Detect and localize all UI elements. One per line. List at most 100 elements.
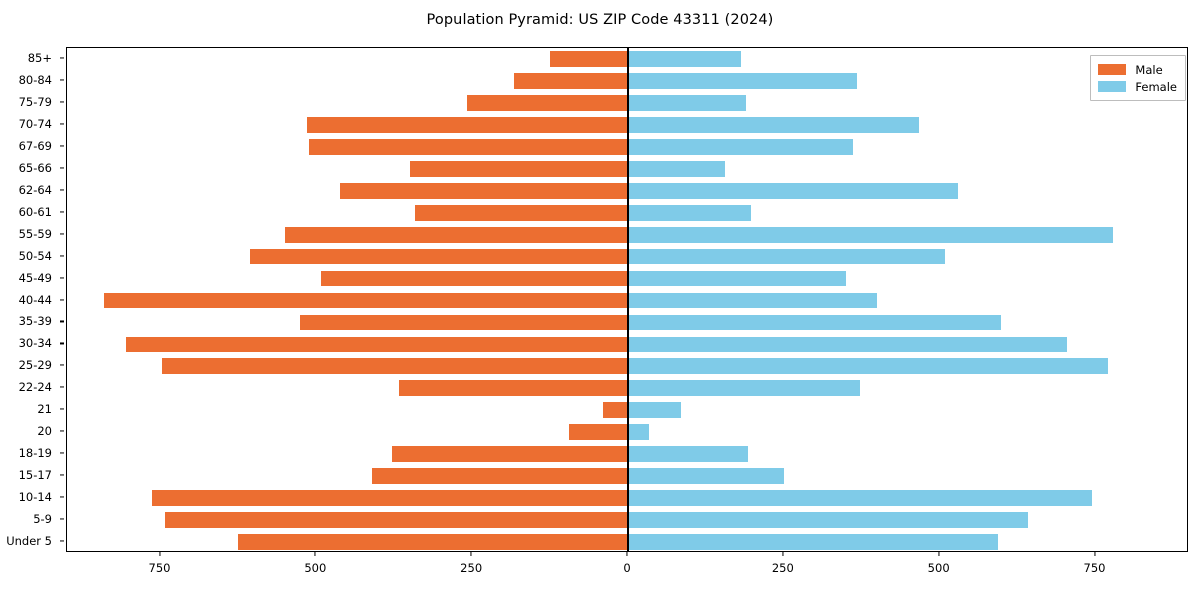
- bar-row: [67, 138, 1187, 155]
- bar-male: [162, 358, 628, 375]
- y-tick-mark: [60, 276, 64, 279]
- bar-row: [67, 336, 1187, 353]
- legend-entry-male[interactable]: Male: [1098, 61, 1177, 78]
- bar-female: [628, 534, 998, 550]
- y-tick-label: 62-64: [18, 182, 52, 197]
- bar-female: [628, 512, 1028, 528]
- bar-male: [568, 424, 628, 441]
- bar-row: [67, 248, 1187, 265]
- bar-female: [628, 182, 959, 199]
- y-tick-label: 35-39: [18, 314, 52, 329]
- y-tick-mark: [60, 167, 64, 169]
- bar-male: [340, 182, 628, 199]
- y-tick-label: 5-9: [33, 512, 52, 527]
- y-tick-label: 40-44: [18, 292, 52, 307]
- bar-male: [300, 314, 628, 331]
- bar-female: [628, 358, 1108, 375]
- bar-row: [67, 512, 1187, 528]
- bar-male: [308, 138, 628, 155]
- y-tick-mark: [60, 189, 64, 191]
- bar-male: [467, 94, 628, 111]
- bar-female: [628, 314, 1002, 331]
- y-tick-mark: [60, 364, 64, 366]
- bar-row: [67, 358, 1187, 375]
- x-tick-label: 750: [148, 561, 171, 575]
- bar-female: [628, 424, 649, 441]
- bar-female: [628, 160, 725, 177]
- bar-male: [414, 204, 628, 221]
- y-tick-label: 67-69: [18, 138, 52, 153]
- bar-male: [306, 116, 628, 133]
- bar-row: [67, 314, 1187, 331]
- bar-row: [67, 270, 1187, 287]
- bar-female: [628, 490, 1093, 506]
- bar-male: [371, 468, 628, 485]
- y-tick-label: 60-61: [18, 204, 52, 219]
- x-tick-mark: [782, 552, 784, 556]
- y-tick-mark: [60, 123, 64, 125]
- y-tick-mark: [60, 145, 64, 147]
- bar-female: [628, 270, 846, 287]
- y-tick-mark: [60, 474, 64, 476]
- bar-row: [67, 226, 1187, 243]
- y-tick-label: 30-34: [18, 336, 52, 351]
- chart-legend: Male Female: [1090, 55, 1186, 101]
- bar-row: [67, 51, 1187, 67]
- x-tick-mark: [938, 552, 940, 556]
- y-tick-label: 65-66: [18, 160, 52, 175]
- bar-female: [628, 51, 741, 67]
- x-tick-label: 500: [304, 561, 327, 575]
- bar-male: [284, 226, 628, 243]
- bar-row: [67, 160, 1187, 177]
- x-tick-mark: [158, 552, 161, 556]
- bar-female: [628, 402, 681, 419]
- center-axis-line: [627, 48, 629, 551]
- bar-row: [67, 468, 1187, 485]
- y-tick-label: 50-54: [18, 248, 52, 263]
- y-tick-label: 75-79: [18, 94, 52, 109]
- bar-row: [67, 490, 1187, 506]
- y-tick-label: 45-49: [18, 270, 52, 285]
- chart-title: Population Pyramid: US ZIP Code 43311 (2…: [426, 12, 774, 28]
- y-tick-mark: [60, 452, 64, 454]
- legend-entry-female[interactable]: Female: [1098, 78, 1177, 95]
- x-tick-label: 500: [927, 561, 950, 575]
- x-tick-label: 0: [623, 561, 631, 575]
- y-tick-label: 25-29: [18, 358, 52, 373]
- bar-female: [628, 226, 1113, 243]
- bar-male: [151, 490, 628, 506]
- plot-area: [66, 47, 1188, 552]
- y-tick-label: 22-24: [18, 380, 52, 395]
- bar-female: [628, 446, 749, 463]
- y-tick-label: 15-17: [18, 468, 52, 483]
- x-tick-label: 250: [771, 561, 794, 575]
- bar-male: [104, 292, 628, 309]
- y-tick-mark: [60, 233, 64, 235]
- x-tick-mark: [626, 552, 628, 556]
- bar-row: [67, 116, 1187, 133]
- y-tick-mark: [60, 518, 64, 520]
- bar-row: [67, 292, 1187, 309]
- bar-male: [398, 380, 628, 397]
- legend-label-female: Female: [1135, 79, 1177, 94]
- y-tick-label: 18-19: [18, 446, 52, 461]
- bar-row: [67, 204, 1187, 221]
- bar-male: [513, 73, 628, 89]
- y-tick-mark: [60, 101, 64, 103]
- bar-female: [628, 73, 858, 89]
- y-tick-mark: [60, 320, 64, 322]
- y-tick-label: 20: [37, 424, 52, 439]
- legend-swatch-male-icon: [1098, 64, 1127, 75]
- bar-female: [628, 292, 878, 309]
- bar-row: [67, 402, 1187, 419]
- y-tick-mark: [60, 496, 64, 498]
- y-tick-mark: [60, 255, 64, 257]
- x-tick-label: 750: [1083, 561, 1106, 575]
- bar-female: [628, 94, 746, 111]
- y-tick-label: Under 5: [6, 534, 52, 549]
- legend-swatch-female-icon: [1098, 81, 1127, 92]
- y-tick-mark: [60, 298, 64, 301]
- bar-male: [238, 534, 628, 550]
- bar-male: [249, 248, 628, 265]
- x-tick-mark: [470, 552, 472, 556]
